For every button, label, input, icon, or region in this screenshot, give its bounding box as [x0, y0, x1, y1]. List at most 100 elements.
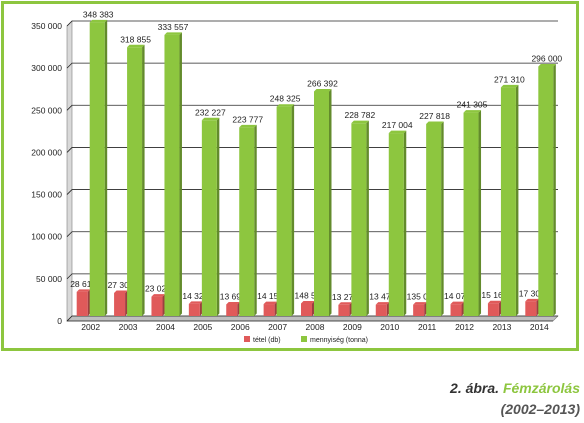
- data-label: 228 782: [345, 110, 376, 120]
- data-label: 14 158: [257, 291, 283, 301]
- bar-mennyiseg: [351, 123, 367, 316]
- bar-top: [487, 300, 502, 304]
- caption-title: Fémzárolás: [502, 380, 580, 396]
- bar-mennyiseg: [463, 112, 479, 317]
- data-label: 14 324: [182, 291, 208, 301]
- bar-top: [413, 302, 427, 305]
- bar-tetel: [525, 301, 537, 316]
- bar-top: [276, 104, 295, 107]
- bar-top: [76, 289, 91, 292]
- gridline: [66, 104, 558, 111]
- bar-side: [125, 290, 128, 316]
- bar-tetel: [338, 304, 350, 316]
- data-label: 14 070: [444, 291, 470, 301]
- bar-side: [403, 130, 407, 316]
- y-tick-label: 50 000: [36, 274, 62, 284]
- x-tick-label: 2005: [193, 322, 212, 332]
- bar-side: [553, 64, 556, 316]
- bar-top: [151, 294, 165, 297]
- bar-top: [114, 290, 128, 293]
- bar-tetel: [151, 296, 163, 316]
- legend-label: tétel (db): [253, 337, 281, 344]
- data-label: 28 619: [70, 279, 96, 289]
- bar-mennyiseg: [127, 47, 143, 316]
- bar-top: [538, 64, 556, 67]
- bar-tetel: [188, 303, 200, 316]
- bar-top: [127, 44, 145, 48]
- data-label: 27 300: [108, 280, 134, 290]
- x-tick-label: 2008: [306, 322, 325, 332]
- data-label: 248 325: [270, 94, 301, 104]
- data-label: 266 392: [307, 78, 338, 88]
- bar-side: [104, 19, 108, 316]
- y-tick-label: 0: [57, 316, 62, 326]
- caption-subtitle: (2002–2013): [500, 401, 580, 417]
- caption-number: 2. ábra.: [450, 380, 500, 396]
- bar-top: [388, 130, 407, 134]
- bar-side: [536, 298, 539, 316]
- x-tick-label: 2010: [380, 322, 399, 332]
- bar-side: [142, 44, 145, 316]
- data-label: 271 310: [494, 74, 525, 84]
- x-tick-label: 2002: [81, 322, 100, 332]
- bar-chart: 0 50 000 100 000 150 000 200 000 250 000 300 0…: [31, 9, 562, 344]
- bar-mennyiseg: [314, 91, 329, 316]
- legend-swatch: [244, 336, 250, 342]
- bar-top: [226, 301, 240, 305]
- x-tick-label: 2013: [492, 322, 511, 332]
- bar-tetel: [375, 304, 387, 316]
- bar-tetel: [413, 304, 425, 316]
- bar-side: [461, 301, 465, 316]
- y-tick-label: 250 000: [31, 105, 62, 115]
- x-tick-label: 2009: [343, 322, 362, 332]
- bar-tetel: [226, 304, 238, 316]
- bar-side: [441, 121, 444, 317]
- bar-mennyiseg: [239, 127, 255, 316]
- x-tick-label: 2014: [530, 322, 549, 332]
- bar-side: [179, 32, 182, 316]
- bar-side: [478, 110, 482, 317]
- bar-top: [188, 301, 203, 304]
- bar-mennyiseg: [538, 66, 554, 316]
- bar-top: [375, 302, 390, 305]
- bar-side: [498, 300, 502, 316]
- x-tick-label: 2012: [455, 322, 474, 332]
- bar-side: [424, 302, 427, 316]
- bar-side: [329, 88, 332, 316]
- bar-top: [201, 117, 220, 121]
- bar-tetel: [301, 303, 312, 316]
- data-label: 23 022: [145, 284, 171, 294]
- bar-top: [89, 19, 108, 23]
- bar-side: [199, 301, 203, 316]
- gridline: [66, 20, 558, 27]
- data-label: 148 56: [295, 290, 321, 300]
- bar-side: [312, 300, 315, 316]
- x-tick-label: 2003: [119, 322, 138, 332]
- bar-top: [463, 110, 482, 113]
- bar-top: [164, 32, 182, 35]
- bar-mennyiseg: [164, 34, 180, 316]
- bar-top: [263, 301, 278, 305]
- x-tick-label: 2006: [231, 322, 250, 332]
- bar-mennyiseg: [426, 123, 442, 317]
- bar-tetel: [114, 292, 126, 316]
- bar-tetel: [487, 303, 499, 316]
- data-label: 318 855: [120, 34, 151, 44]
- x-tick-label: 2007: [268, 322, 287, 332]
- bar-top: [426, 121, 444, 124]
- data-label: 13 691: [220, 291, 246, 301]
- legend-swatch: [301, 336, 307, 342]
- y-tick-label: 200 000: [31, 147, 62, 157]
- y-tick-label: 100 000: [31, 232, 62, 242]
- x-tick-label: 2004: [156, 322, 175, 332]
- data-label: 223 777: [232, 114, 263, 124]
- bar-side: [386, 302, 390, 316]
- bar-top: [338, 302, 352, 305]
- data-label: 333 557: [158, 22, 189, 32]
- bar-top: [301, 300, 315, 304]
- data-label: 348 383: [83, 9, 114, 19]
- gridline: [66, 62, 558, 69]
- bar-top: [239, 124, 257, 128]
- bar-side: [291, 104, 295, 316]
- bar-side: [216, 117, 220, 317]
